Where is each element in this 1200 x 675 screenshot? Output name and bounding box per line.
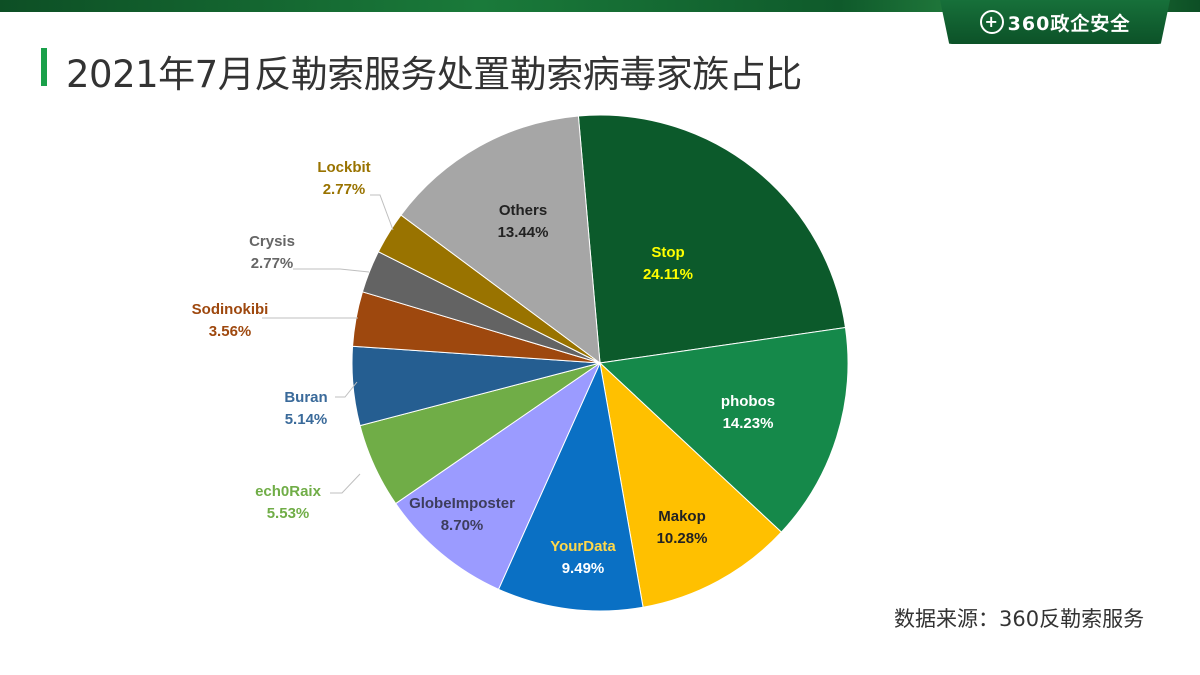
slice-label-name: Lockbit — [317, 159, 370, 176]
slice-label-value: 24.11% — [643, 266, 693, 283]
pie-slice-globeimposter — [394, 361, 602, 590]
plus-circle-icon: + — [979, 10, 1004, 34]
pie-slice-others — [400, 115, 601, 365]
logo-text: 360政企安全 — [1007, 12, 1131, 35]
slice-label-name: Others — [499, 202, 547, 219]
slice-label-value: 2.77% — [323, 181, 366, 198]
pie-slice-makop — [599, 361, 783, 608]
title-accent-bar — [41, 48, 47, 86]
pie-slice-phobos — [598, 326, 849, 533]
leader-line-lockbit — [370, 194, 394, 231]
slice-label-value: 5.53% — [267, 505, 310, 522]
leader-line-ech0raix — [330, 473, 361, 494]
slice-label-name: Buran — [284, 389, 327, 406]
slice-label-value: 5.14% — [285, 411, 328, 428]
slice-label-value: 10.28% — [657, 530, 708, 547]
slice-label-name: YourData — [550, 538, 616, 555]
page-title: 2021年7月反勒索服务处置勒索病毒家族占比 — [66, 53, 802, 96]
slice-label-name: Makop — [658, 508, 706, 525]
slice-label-name: phobos — [721, 393, 775, 410]
slice-label-name: GlobeImposter — [409, 495, 515, 512]
slice-label-value: 2.77% — [251, 255, 294, 272]
slice-label-value: 9.49% — [562, 560, 605, 577]
pie-slice-stop — [577, 114, 847, 364]
slice-label-name: ech0Raix — [255, 483, 322, 500]
slice-label-value: 3.56% — [209, 323, 252, 340]
slice-label-value: 13.44% — [498, 224, 549, 241]
slice-label-value: 14.23% — [723, 415, 774, 432]
slice-label-value: 8.70% — [441, 517, 484, 534]
slice-label-name: Stop — [651, 244, 684, 261]
leader-line-crysis — [293, 268, 370, 273]
pie-slice-yourdata — [497, 361, 644, 612]
brand-logo: + 360政企安全 — [940, 0, 1170, 44]
slice-label-name: Sodinokibi — [192, 301, 269, 318]
slice-label-name: Crysis — [249, 233, 295, 250]
top-banner — [0, 0, 1200, 12]
leader-line-buran — [335, 381, 358, 398]
data-source: 数据来源：360反勒索服务 — [894, 607, 1145, 631]
